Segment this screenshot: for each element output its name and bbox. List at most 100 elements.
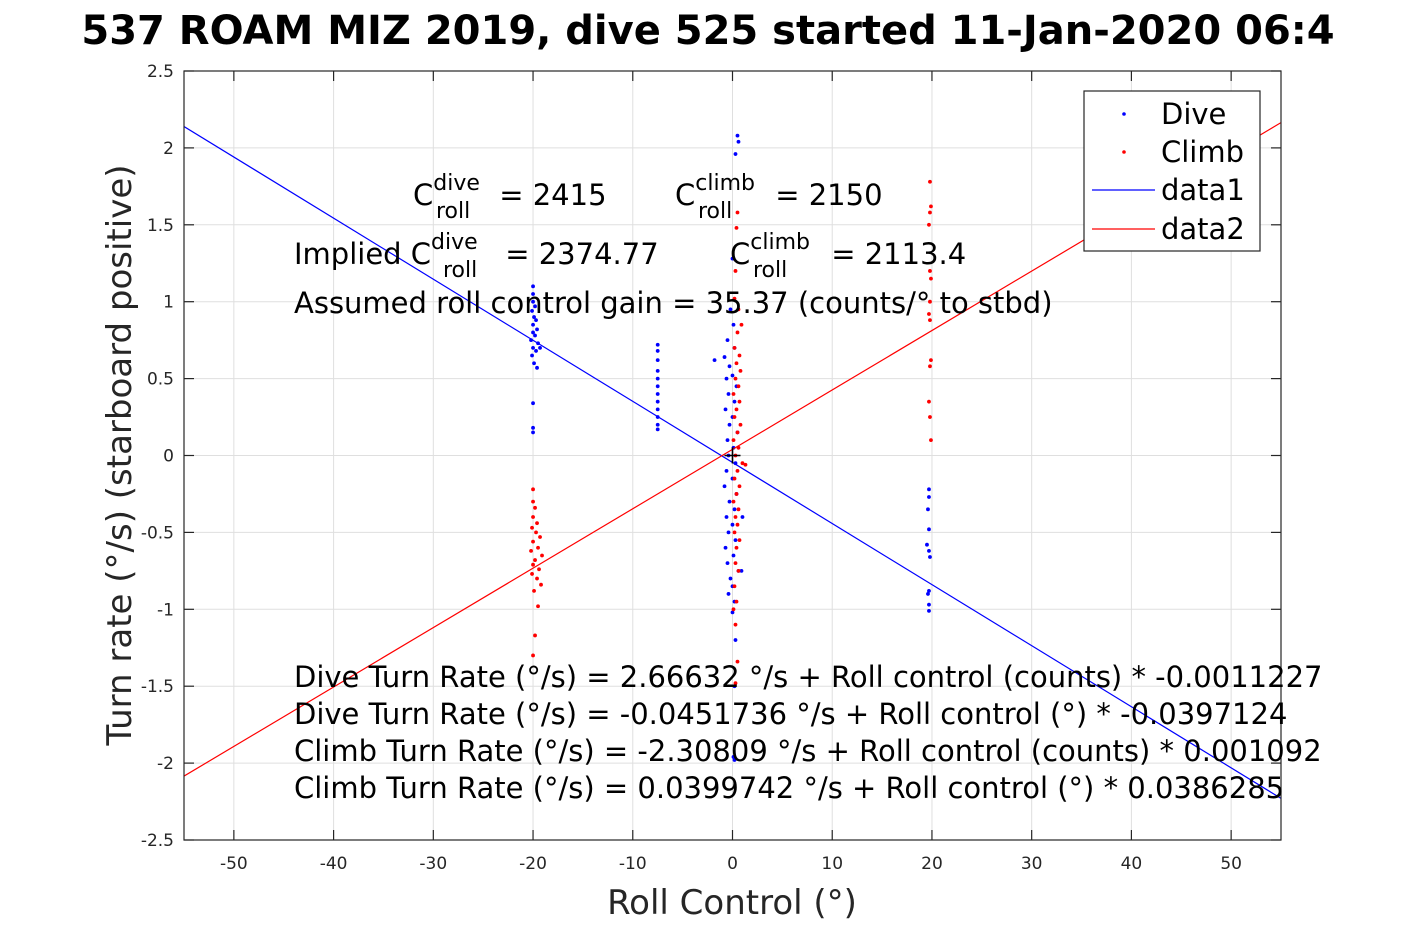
data-point-climb [539,582,543,587]
equation-climb-degrees: Climb Turn Rate (°/s) = 0.0399742 °/s + … [294,771,1284,805]
data-point-climb [928,210,932,215]
x-tick-label: 30 [1021,854,1043,874]
data-point-climb [532,588,536,593]
data-point-climb [735,210,740,215]
annotation-c-climb: Cclimb roll = 2150 [675,171,883,224]
data-point-climb [533,505,537,510]
data-point-dive [735,133,740,138]
annotation-implied-climb: Cclimb roll = 2113.4 [730,230,966,283]
data-point-climb [929,358,933,363]
data-point-dive [532,315,536,319]
data-point-dive [927,487,931,492]
data-point-climb [531,487,535,492]
data-point-dive [655,407,660,412]
data-point-climb [531,653,535,658]
data-point-dive [535,327,539,332]
x-axis-ticks: -50 -40 -30 -20 -10 0 10 20 30 40 50 [220,71,1242,874]
data-point-climb [927,222,931,227]
x-tick-label: 40 [1121,854,1143,874]
data-point-dive [732,758,737,762]
y-tick-label: 1 [163,293,174,313]
data-point-climb [534,530,538,535]
data-point-climb [928,179,932,184]
data-point-dive [722,355,727,359]
data-point-dive [724,515,729,519]
data-point-dive [733,152,738,156]
data-point-dive [925,542,929,547]
data-point-climb [736,307,741,312]
data-point-climb [529,548,533,553]
data-point-dive [730,522,735,527]
data-point-dive [655,349,660,353]
x-tick-label: -50 [220,854,248,874]
data-point-dive [532,361,536,366]
data-point-climb [531,499,535,504]
data-point-climb [733,622,738,627]
data-point-dive [927,602,931,607]
y-tick-label: 2 [163,139,174,159]
data-point-climb [531,515,535,519]
equation-dive-degrees: Dive Turn Rate (°/s) = -0.0451736 °/s + … [294,697,1287,731]
data-point-dive [739,568,744,573]
data-point-dive [531,425,535,430]
series-climb [529,179,933,686]
data-point-climb [540,553,544,558]
data-point-climb [740,461,745,466]
data-point-dive [538,345,542,350]
data-point-climb [737,399,742,404]
data-point-climb [928,299,932,304]
data-point-climb [927,399,931,404]
data-point-dive [531,284,535,289]
data-point-climb [928,269,932,273]
legend-swatch-dive [1122,112,1126,116]
data-point-dive [726,392,731,396]
data-point-dive [727,499,732,504]
data-point-dive [531,345,535,350]
data-point-climb [736,384,741,389]
data-point-dive [928,555,932,559]
y-tick-label: -2.5 [141,831,174,851]
data-point-dive [726,592,731,596]
chart-title: 537 ROAM MIZ 2019, dive 525 started 11-J… [81,8,1334,54]
annotation-gain: Assumed roll control gain = 35.37 (count… [294,286,1053,320]
data-point-climb [927,312,931,316]
data-point-dive [732,507,737,512]
data-point-climb [738,369,743,373]
data-point-climb [743,462,748,467]
data-point-climb [536,604,540,609]
legend-label-data2: data2 [1161,212,1245,246]
x-axis-label: Roll Control (°) [607,883,857,923]
y-axis-label: Turn rate (°/s) (starboard positive) [100,164,140,746]
equation-dive-counts: Dive Turn Rate (°/s) = 2.66632 °/s + Rol… [294,660,1322,694]
data-point-dive [725,338,730,343]
data-point-dive [534,318,538,323]
data-point-dive [731,755,736,759]
data-point-dive [926,507,930,512]
data-point-dive [728,307,733,312]
annotation-implied-dive: Implied Cdive roll = 2374.77 [294,230,659,283]
data-point-climb [739,322,744,327]
y-tick-label: 0 [163,447,174,467]
data-point-climb [535,521,539,526]
data-point-dive [728,576,733,581]
y-tick-label: -1.5 [141,677,174,697]
data-point-dive [732,399,737,404]
data-point-climb [538,535,542,539]
legend: Dive Climb data1 data2 [1083,90,1261,252]
data-point-climb [731,607,736,612]
data-point-climb [531,539,535,544]
origin-marker [724,447,741,464]
data-point-dive [530,353,534,358]
data-point-dive [655,427,660,432]
data-point-climb [734,599,739,604]
data-point-climb [733,515,738,519]
data-point-dive [730,256,735,261]
data-point-climb [732,296,737,301]
data-point-climb [733,561,738,566]
data-point-climb [536,545,540,550]
data-point-dive [733,538,738,542]
data-point-climb [735,330,740,335]
data-point-climb [738,422,743,427]
data-point-dive [531,299,535,304]
data-point-climb [533,633,537,638]
